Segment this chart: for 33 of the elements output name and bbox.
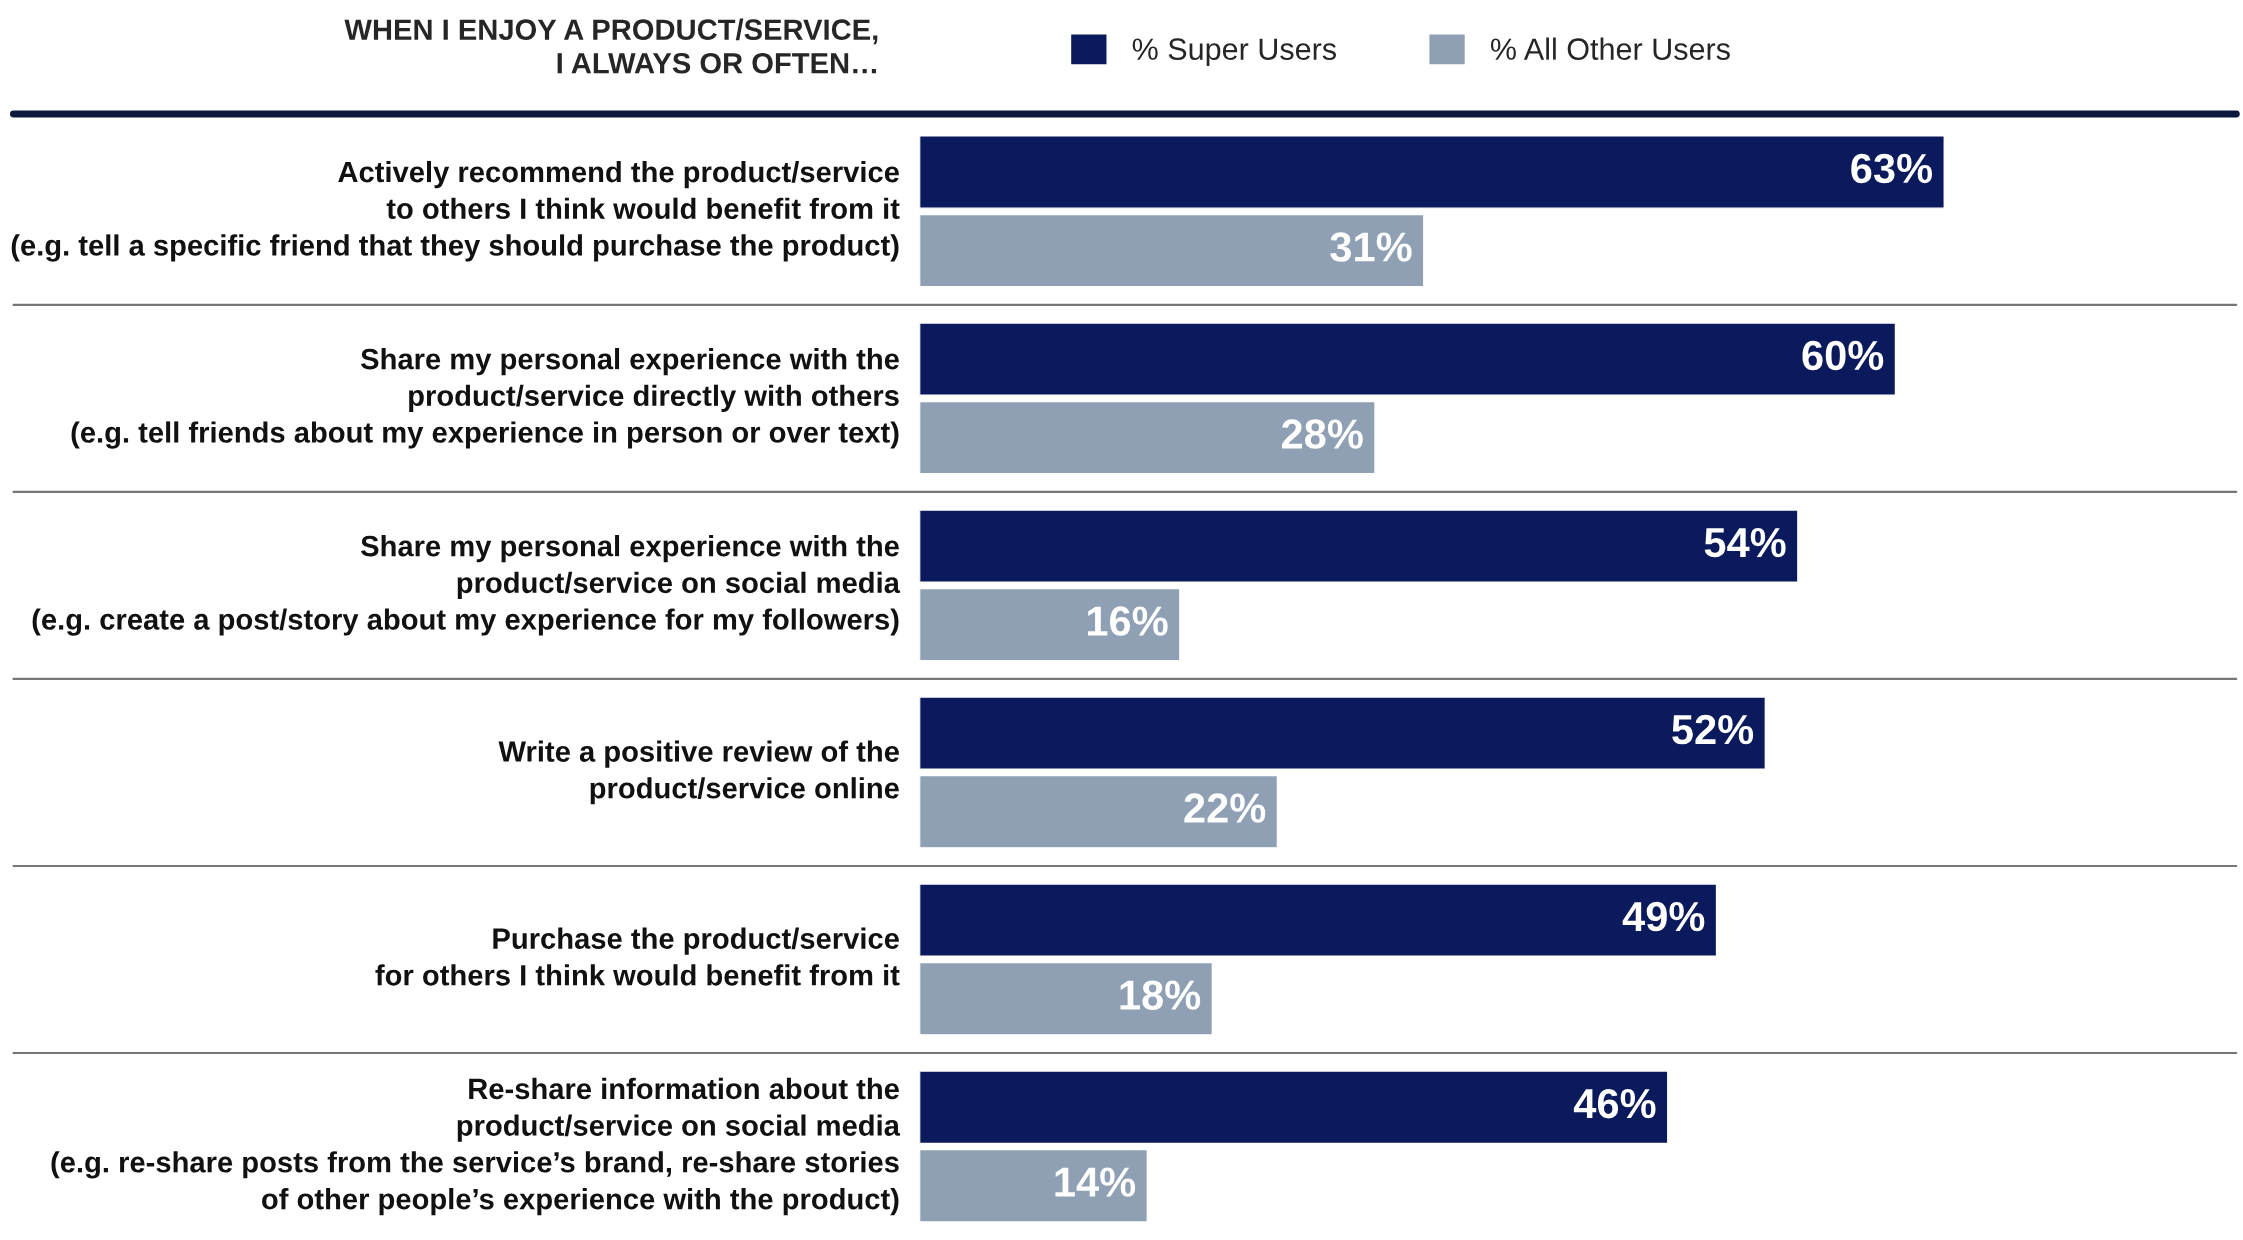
data-label: 14% <box>1055 1167 1136 1197</box>
bar <box>919 135 1945 209</box>
data-label: 54% <box>1704 527 1786 558</box>
bar <box>919 509 1799 583</box>
data-label: 22% <box>1184 793 1266 823</box>
data-label: 63% <box>1851 153 1933 184</box>
bar <box>919 587 1181 662</box>
bar <box>919 774 1279 849</box>
data-label: 52% <box>1672 714 1754 745</box>
legend-label: % Super Users <box>1132 38 1336 67</box>
data-label: 46% <box>1573 1088 1656 1119</box>
y-tick-label: Write a positive review of the product/service online <box>498 740 899 805</box>
bar <box>919 961 1214 1036</box>
y-tick-label: Share my personal experience with the product/service on social media (e.g. create a post/story about my experience for my followers) <box>32 535 901 636</box>
data-label: 18% <box>1120 980 1201 1010</box>
data-label: 31% <box>1330 232 1412 262</box>
data-label: 16% <box>1087 606 1168 636</box>
data-label: 49% <box>1622 901 1705 932</box>
data-label: 28% <box>1281 419 1363 449</box>
text: WHEN I ENJOY A PRODUCT/SERVICE, I ALWAYS OR OFTEN… <box>344 18 878 74</box>
y-tick-label: Re-share information about the product/service on social media (e.g. re-share posts from the service’s brand, re-share stories of other people’s experience with the product) <box>51 1077 901 1216</box>
bar <box>919 322 1897 396</box>
bar <box>919 696 1767 770</box>
data-label: 60% <box>1802 340 1884 371</box>
legend-label: % All Other Users <box>1490 37 1730 60</box>
bar <box>919 400 1376 475</box>
bar <box>919 883 1718 958</box>
bar <box>919 1070 1669 1145</box>
y-tick-label: Actively recommend the product/service to others I think would benefit from it (e.g. tell a specific friend that they should purchase the product) <box>11 160 900 262</box>
bar <box>919 213 1425 288</box>
y-tick-label: Purchase the product/service for others I think would benefit from it <box>375 927 900 986</box>
y-tick-label: Share my personal experience with the product/service directly with others (e.g. tell friends about my experience in person or over text) <box>71 347 899 449</box>
bar <box>919 1148 1149 1223</box>
